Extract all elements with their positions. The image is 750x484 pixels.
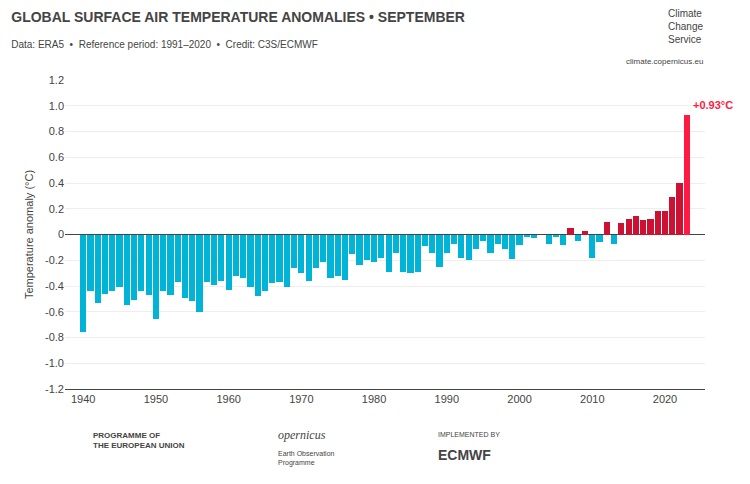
svg-text:2020: 2020 xyxy=(653,393,677,405)
svg-text:2000: 2000 xyxy=(507,393,531,405)
svg-text:1990: 1990 xyxy=(435,393,459,405)
svg-text:0.6: 0.6 xyxy=(49,151,64,163)
svg-text:IMPLEMENTED BY: IMPLEMENTED BY xyxy=(438,431,500,438)
svg-text:1.0: 1.0 xyxy=(49,100,64,112)
svg-text:1940: 1940 xyxy=(71,393,95,405)
svg-text:0.2: 0.2 xyxy=(49,203,64,215)
svg-text:1970: 1970 xyxy=(289,393,313,405)
svg-text:Temperature anomaly (°C): Temperature anomaly (°C) xyxy=(23,170,35,299)
svg-text:-0.4: -0.4 xyxy=(45,280,64,292)
svg-text:climate.copernicus.eu: climate.copernicus.eu xyxy=(626,57,703,66)
svg-text:0.8: 0.8 xyxy=(49,125,64,137)
svg-text:0.4: 0.4 xyxy=(49,177,64,189)
svg-text:-1.0: -1.0 xyxy=(45,357,64,369)
svg-text:1960: 1960 xyxy=(216,393,240,405)
svg-text:-1.2: -1.2 xyxy=(45,383,64,395)
svg-text:-0.8: -0.8 xyxy=(45,331,64,343)
svg-text:1980: 1980 xyxy=(362,393,386,405)
svg-text:ClimateChangeService: ClimateChangeService xyxy=(668,8,703,45)
svg-text:-0.6: -0.6 xyxy=(45,306,64,318)
svg-text:2010: 2010 xyxy=(580,393,604,405)
svg-text:0: 0 xyxy=(58,228,64,240)
svg-text:GLOBAL SURFACE AIR TEMPERATURE: GLOBAL SURFACE AIR TEMPERATURE ANOMALIES… xyxy=(11,9,465,25)
svg-text:ECMWF: ECMWF xyxy=(438,447,491,463)
svg-text:Data: ERA5 • Reference perio: Data: ERA5 • Reference period: 1991–2020… xyxy=(11,39,318,50)
svg-text:+0.93°C: +0.93°C xyxy=(693,99,733,111)
svg-text:opernicus: opernicus xyxy=(278,428,326,442)
svg-text:-0.2: -0.2 xyxy=(45,254,64,266)
svg-text:Earth ObservationProgramme: Earth ObservationProgramme xyxy=(278,450,335,467)
svg-text:1950: 1950 xyxy=(144,393,168,405)
svg-text:PROGRAMME OFTHE EUROPEAN UNION: PROGRAMME OFTHE EUROPEAN UNION xyxy=(93,431,185,450)
svg-text:1.2: 1.2 xyxy=(49,74,64,86)
